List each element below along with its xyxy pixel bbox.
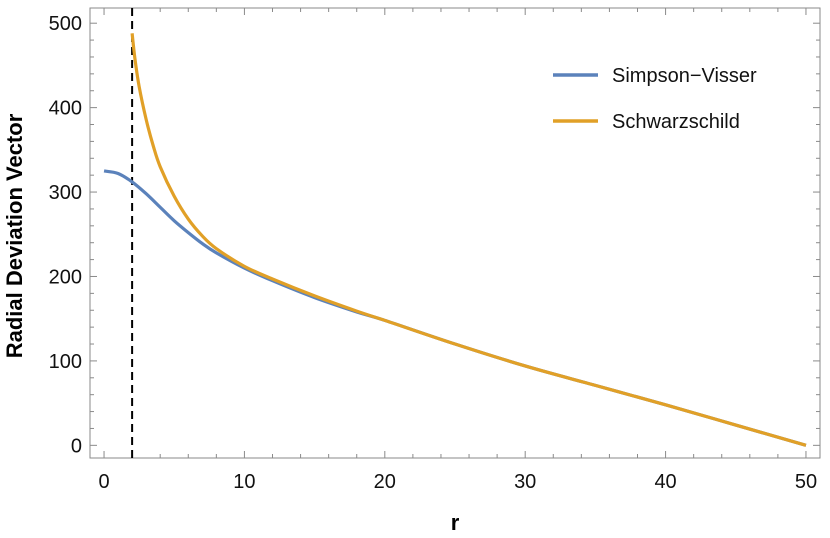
y-tick-label: 300 (49, 182, 82, 204)
x-tick-label: 20 (374, 471, 396, 493)
legend-label-0: Simpson−Visser (612, 65, 757, 87)
series-line-1 (130, 33, 807, 447)
x-tick-label: 40 (654, 471, 676, 493)
y-tick-label: 0 (71, 435, 82, 457)
x-tick-label: 50 (795, 471, 817, 493)
y-axis-title: Radial Deviation Vector (2, 113, 27, 358)
x-tick-label: 0 (98, 471, 109, 493)
x-tick-label: 10 (233, 471, 255, 493)
y-tick-label: 100 (49, 351, 82, 373)
x-axis-title: r (451, 510, 460, 535)
plot-frame (89, 7, 821, 459)
legend: Simpson−Visser Schwarzschild (553, 65, 757, 133)
x-tick-label: 30 (514, 471, 536, 493)
ticks (90, 8, 820, 458)
y-tick-label: 200 (49, 266, 82, 288)
y-tick-label: 500 (49, 13, 82, 35)
legend-label-1: Schwarzschild (612, 111, 740, 133)
series-line-0 (103, 169, 807, 447)
y-tick-label: 400 (49, 98, 82, 120)
series-layer (103, 33, 807, 447)
